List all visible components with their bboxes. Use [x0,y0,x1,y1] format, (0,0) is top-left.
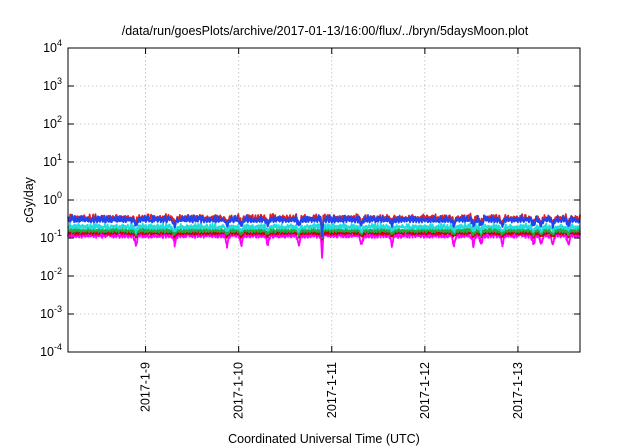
y-tick-label: 104 [43,38,62,55]
series-layer [67,212,581,259]
ticks [68,47,580,353]
x-axis-label: Coordinated Universal Time (UTC) [228,432,420,446]
chart-title: /data/run/goesPlots/archive/2017-01-13/1… [122,24,529,38]
x-tick-label: 2017-1-10 [232,362,246,419]
x-tick-label: 2017-1-13 [511,362,525,419]
y-tick-label: 102 [43,114,62,131]
x-tick-label: 2017-1-9 [139,362,153,412]
grid [68,48,580,352]
series-line-1 [67,229,581,259]
series-line-3 [67,226,581,239]
y-tick-label: 10-3 [40,304,62,321]
series-line-4 [67,221,581,238]
y-tick-label: 10-1 [40,228,62,245]
y-tick-labels: 10-4 10-3 10-2 10-1 100 101 102 103 104 [40,38,62,359]
y-tick-label: 10-4 [40,342,62,359]
x-tick-label: 2017-1-11 [325,362,339,418]
y-tick-label: 103 [43,76,62,93]
y-tick-label: 100 [43,190,62,207]
x-tick-label: 2017-1-12 [418,362,432,419]
y-axis-label: cGy/day [22,176,36,223]
y-tick-label: 101 [43,152,62,169]
x-tick-labels: 2017-1-9 2017-1-10 2017-1-11 2017-1-12 2017-… [139,362,525,419]
y-tick-label: 10-2 [40,266,62,283]
series-line-6 [67,214,581,238]
